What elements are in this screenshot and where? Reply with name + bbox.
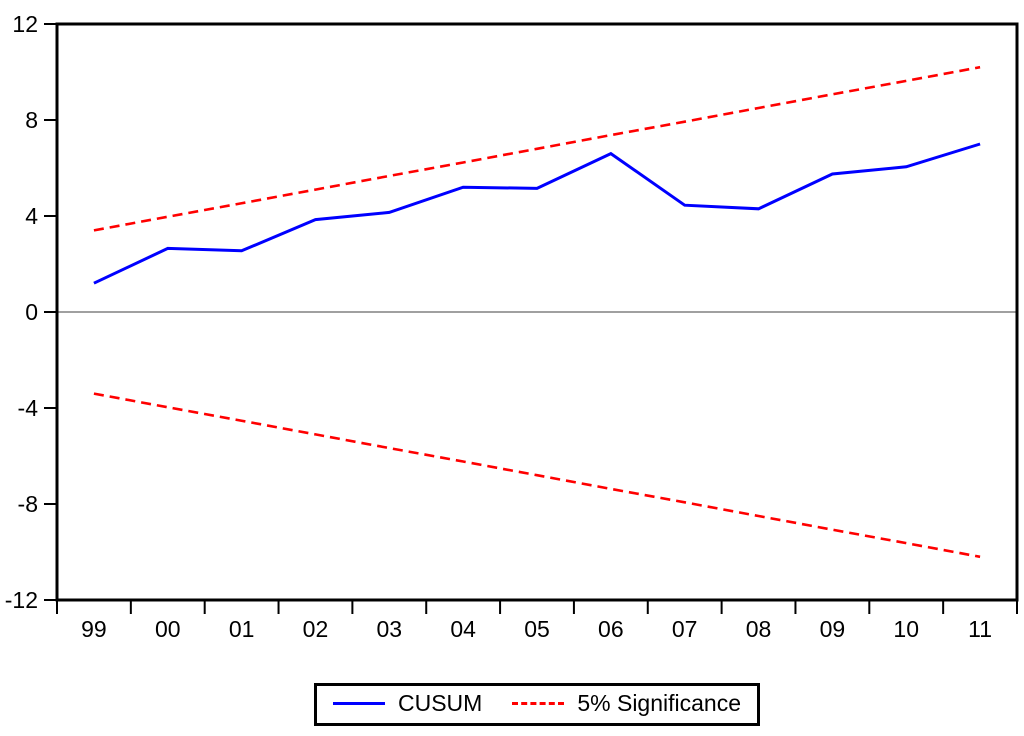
y-axis-tick-label: -12	[5, 587, 38, 613]
y-axis-tick-label: 0	[25, 299, 38, 325]
x-axis-tick-label: 11	[968, 616, 992, 642]
x-axis-tick-label: 04	[450, 616, 476, 642]
x-axis-tick-label: 09	[820, 616, 846, 642]
y-axis-tick-label: 4	[25, 203, 38, 229]
legend-label-cusum: CUSUM	[398, 690, 483, 716]
y-axis-tick-label: 12	[12, 11, 38, 37]
x-axis-tick-label: 10	[893, 616, 919, 642]
x-axis-tick-label: 05	[524, 616, 550, 642]
significance-line-sample-icon	[512, 702, 565, 705]
y-axis-tick-label: 8	[25, 107, 38, 133]
x-axis-tick-label: 03	[377, 616, 403, 642]
x-axis-tick-label: 07	[672, 616, 698, 642]
x-axis-tick-label: 01	[229, 616, 255, 642]
x-axis-tick-label: 08	[746, 616, 772, 642]
y-axis-tick-label: -4	[18, 395, 39, 421]
significance-bound-line	[93, 392, 981, 559]
chart-legend: CUSUM 5% Significance	[314, 683, 760, 726]
x-axis-tick-label: 99	[81, 616, 107, 642]
significance-bound-line	[93, 65, 981, 232]
cusum-line	[93, 142, 981, 285]
x-axis-tick-label: 02	[303, 616, 329, 642]
y-axis-tick-label: -8	[18, 491, 38, 517]
legend-label-significance: 5% Significance	[577, 690, 741, 716]
cusum-line-sample-icon	[333, 702, 385, 705]
x-axis-tick-label: 00	[155, 616, 181, 642]
legend-item-significance: 5% Significance	[512, 690, 741, 717]
legend-item-cusum: CUSUM	[333, 690, 482, 717]
x-axis-tick-label: 06	[598, 616, 624, 642]
plot-frame	[55, 22, 1019, 602]
